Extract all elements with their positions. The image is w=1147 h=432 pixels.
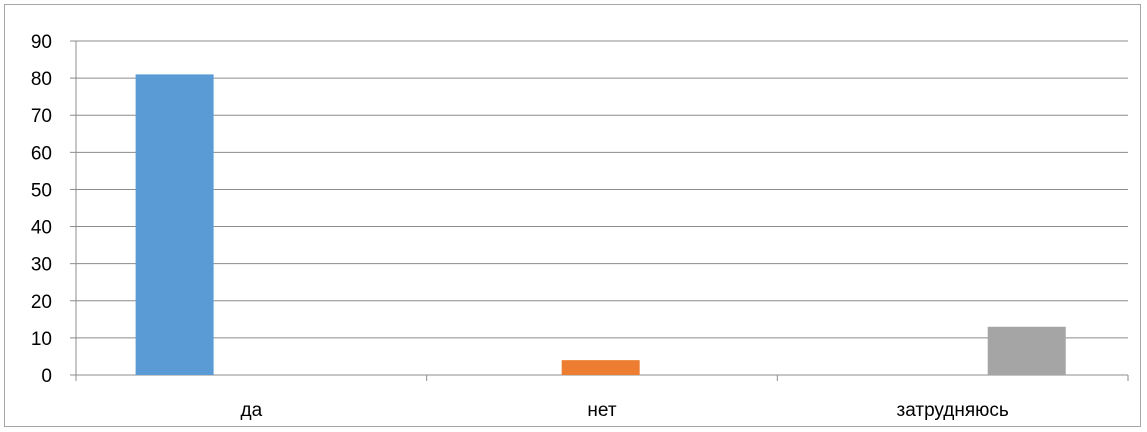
y-tick-label-50: 50 — [31, 180, 52, 201]
y-tick-label-60: 60 — [31, 143, 52, 164]
bar-3 — [987, 326, 1066, 375]
x-category-label-2: нет — [587, 400, 616, 421]
y-tick-label-10: 10 — [31, 329, 52, 350]
x-category-label-3: затрудняюсь — [897, 400, 1009, 421]
x-category-label-1: да — [241, 400, 263, 421]
y-tick-label-90: 90 — [31, 32, 52, 53]
y-tick-label-30: 30 — [31, 255, 52, 276]
y-tick-label-40: 40 — [31, 218, 52, 239]
y-tick-label-80: 80 — [31, 69, 52, 90]
y-tick-label-70: 70 — [31, 106, 52, 127]
y-tick-label-20: 20 — [31, 292, 52, 313]
y-tick-label-0: 0 — [41, 366, 52, 387]
bar-2 — [561, 360, 640, 375]
bar-1 — [135, 74, 214, 376]
